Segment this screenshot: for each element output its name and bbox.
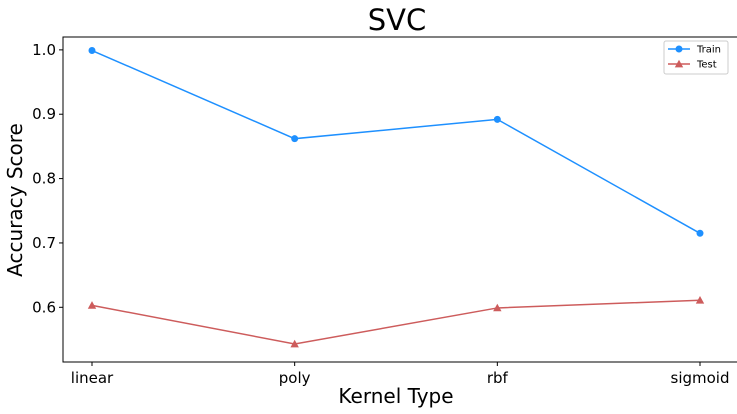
x-axis-ticks: linear poly rbf sigmoid	[71, 362, 730, 387]
test-series-line	[91, 299, 701, 345]
test-data-point	[290, 339, 299, 348]
x-tick-label: sigmoid	[671, 369, 730, 387]
y-tick-label: 0.7	[32, 234, 56, 252]
test-data-point	[87, 301, 97, 309]
legend-test-marker	[674, 59, 684, 68]
y-axis-ticks: 0.6 0.7 0.8 0.9 1.0	[32, 41, 63, 316]
legend-test-label: Test	[696, 60, 717, 71]
y-tick-label: 0.6	[32, 298, 56, 316]
x-tick-label: rbf	[487, 369, 509, 387]
plot-area	[62, 36, 737, 363]
series-layer	[87, 47, 705, 348]
legend: Train Test	[663, 40, 729, 75]
train-data-point	[291, 135, 299, 143]
x-axis-label: Kernel Type	[338, 384, 453, 408]
train-series-line	[91, 49, 701, 234]
chart-title: SVC	[368, 3, 427, 37]
legend-train-label: Train	[696, 45, 721, 56]
y-tick-label: 0.8	[32, 170, 56, 188]
x-tick-label: linear	[71, 369, 114, 387]
train-data-point	[88, 47, 96, 55]
test-data-point	[493, 303, 502, 312]
test-data-point	[695, 296, 705, 304]
y-tick-label: 0.9	[32, 105, 56, 123]
y-tick-label: 1.0	[32, 41, 56, 59]
train-data-point	[696, 229, 704, 237]
legend-train-marker	[675, 45, 683, 53]
train-data-point	[493, 115, 501, 123]
x-tick-label: poly	[279, 369, 311, 387]
y-axis-label: Accuracy Score	[3, 123, 27, 277]
